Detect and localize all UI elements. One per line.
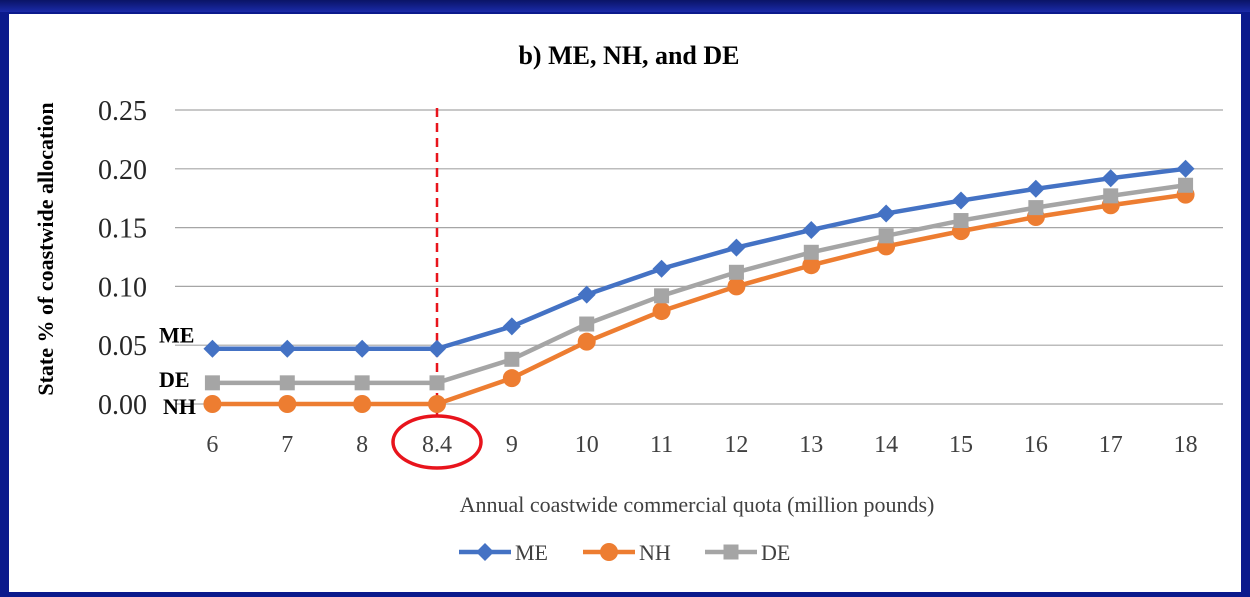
- data-point: [577, 285, 596, 304]
- y-tick-label: 0.20: [98, 155, 147, 186]
- data-point: [1103, 188, 1119, 204]
- data-point: [279, 375, 295, 391]
- data-point: [953, 213, 969, 229]
- data-point: [203, 339, 222, 358]
- data-point: [579, 316, 595, 332]
- x-tick-label: 18: [1174, 432, 1198, 458]
- x-tick-label: 7: [281, 432, 293, 458]
- series-me: [203, 159, 1195, 358]
- data-point: [429, 375, 445, 391]
- x-tick-label: 8: [356, 432, 368, 458]
- x-tick-labels: 6 7 8 8.4 9 10 11 12 13 14 15 16 17 18: [206, 432, 1197, 458]
- data-point: [502, 317, 521, 336]
- x-tick-label: 11: [650, 432, 673, 458]
- x-tick-label: 10: [575, 432, 599, 458]
- x-tick-label: 6: [206, 432, 218, 458]
- y-tick-label: 0.25: [98, 96, 147, 127]
- line-chart: b) ME, NH, and DE State % of coastwide a…: [33, 41, 1223, 565]
- series-line: [212, 166, 1186, 351]
- series-group: [203, 159, 1195, 413]
- data-point: [577, 332, 596, 351]
- data-point: [802, 220, 821, 239]
- data-point: [278, 395, 297, 413]
- data-point: [877, 204, 896, 223]
- slide-top-bar: [0, 0, 1250, 12]
- data-point: [504, 351, 520, 367]
- data-point: [727, 238, 746, 257]
- x-tick-label: 17: [1099, 432, 1123, 458]
- data-point: [652, 302, 671, 321]
- data-point: [728, 264, 744, 280]
- data-point: [203, 395, 222, 413]
- data-point: [1028, 200, 1044, 216]
- data-point: [802, 256, 821, 275]
- y-tick-label: 0.10: [98, 272, 147, 303]
- x-tick-label: 8.4: [422, 432, 452, 458]
- data-point: [654, 288, 670, 304]
- chart-title: b) ME, NH, and DE: [518, 41, 739, 70]
- series-line: [212, 192, 1186, 407]
- data-point: [1101, 169, 1120, 188]
- data-point: [354, 375, 370, 391]
- legend: ME NH DE: [459, 540, 790, 565]
- series-line: [212, 183, 1186, 386]
- series-label-nh: NH: [163, 394, 196, 419]
- data-point: [652, 259, 671, 278]
- data-point: [878, 228, 894, 244]
- tick-highlight-circle: [391, 414, 483, 470]
- y-axis-title: State % of coastwide allocation: [33, 102, 58, 395]
- legend-label: ME: [515, 540, 548, 565]
- legend-item-nh: NH: [583, 540, 671, 565]
- x-tick-label: 12: [724, 432, 748, 458]
- series-label-de: DE: [159, 367, 190, 392]
- x-tick-label: 9: [506, 432, 518, 458]
- data-point: [1178, 177, 1194, 193]
- x-tick-label: 16: [1024, 432, 1048, 458]
- data-point: [952, 191, 970, 210]
- legend-label: NH: [639, 540, 671, 565]
- data-point: [727, 277, 746, 296]
- data-point: [278, 339, 297, 358]
- y-tick-label: 0.00: [98, 390, 147, 421]
- data-point: [1176, 159, 1195, 178]
- series-label-me: ME: [159, 323, 194, 348]
- legend-label: DE: [761, 540, 790, 565]
- data-point: [353, 339, 372, 358]
- series-de: [204, 177, 1194, 391]
- x-axis-title: Annual coastwide commercial quota (milli…: [460, 492, 935, 517]
- data-point: [1026, 179, 1045, 198]
- data-point: [723, 544, 739, 560]
- y-tick-label: 0.15: [98, 214, 147, 245]
- y-tick-label: 0.05: [98, 331, 147, 362]
- y-tick-labels: 0.00 0.05 0.10 0.15 0.20 0.25: [98, 96, 147, 421]
- data-point: [204, 375, 220, 391]
- legend-item-de: DE: [705, 540, 790, 565]
- annotations: [391, 108, 483, 470]
- data-point: [803, 244, 819, 260]
- x-tick-label: 14: [874, 432, 898, 458]
- chart-panel: b) ME, NH, and DE State % of coastwide a…: [9, 14, 1241, 592]
- x-tick-label: 13: [799, 432, 823, 458]
- data-point: [476, 543, 494, 561]
- data-point: [600, 543, 618, 561]
- data-point: [428, 339, 446, 358]
- data-point: [502, 369, 521, 388]
- data-point: [353, 395, 372, 413]
- x-tick-label: 15: [949, 432, 973, 458]
- series-nh: [203, 185, 1195, 413]
- data-point: [428, 395, 446, 413]
- legend-item-me: ME: [459, 540, 548, 565]
